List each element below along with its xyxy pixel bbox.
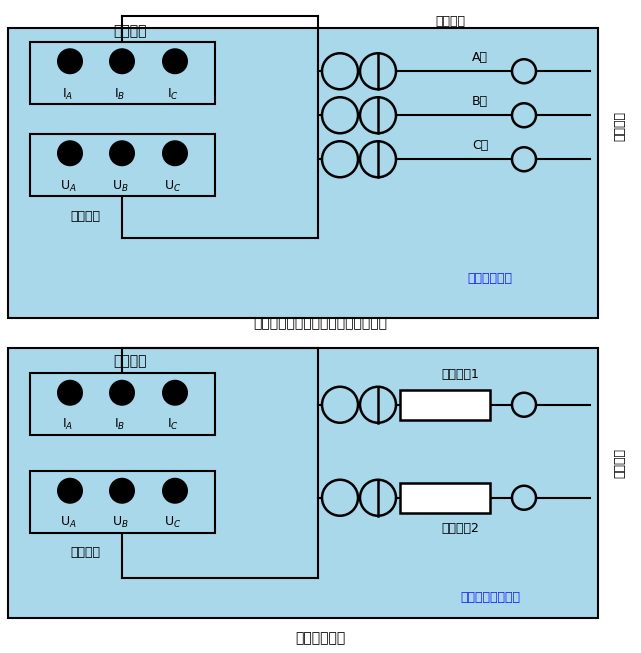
Bar xyxy=(8,348,598,618)
Bar xyxy=(30,373,215,435)
Bar xyxy=(30,471,215,533)
Text: 对端悬空: 对端悬空 xyxy=(613,111,626,141)
Text: U$_C$: U$_C$ xyxy=(164,515,181,530)
Circle shape xyxy=(162,48,188,74)
Text: U$_A$: U$_A$ xyxy=(60,179,76,194)
Circle shape xyxy=(109,48,135,74)
Text: U$_C$: U$_C$ xyxy=(164,179,181,194)
Circle shape xyxy=(109,478,135,503)
Circle shape xyxy=(57,478,83,503)
Text: 仪器输出: 仪器输出 xyxy=(113,24,147,39)
Text: U$_B$: U$_B$ xyxy=(112,179,128,194)
Circle shape xyxy=(162,478,188,503)
Circle shape xyxy=(57,380,83,406)
Text: I$_C$: I$_C$ xyxy=(167,417,179,432)
Text: I$_A$: I$_A$ xyxy=(62,87,74,102)
Bar xyxy=(30,135,215,197)
Text: B相: B相 xyxy=(472,95,488,108)
Text: 仪器输出: 仪器输出 xyxy=(113,354,147,368)
Text: 被测线路2: 被测线路2 xyxy=(441,522,479,535)
Text: I$_B$: I$_B$ xyxy=(114,87,126,102)
Text: 对端悬空: 对端悬空 xyxy=(613,448,626,478)
Bar xyxy=(30,42,215,104)
Text: 零序电容接线: 零序电容接线 xyxy=(467,272,513,285)
Text: A相: A相 xyxy=(472,51,488,64)
Bar xyxy=(400,483,490,513)
Text: C相: C相 xyxy=(472,138,488,151)
Circle shape xyxy=(109,140,135,167)
Bar xyxy=(400,390,490,420)
Text: 电压测量: 电压测量 xyxy=(70,210,100,223)
Text: I$_B$: I$_B$ xyxy=(114,417,126,432)
Text: 被测线路: 被测线路 xyxy=(435,15,465,27)
Circle shape xyxy=(109,380,135,406)
Text: 耦合电容接线: 耦合电容接线 xyxy=(296,631,345,646)
Text: U$_A$: U$_A$ xyxy=(60,515,76,530)
Circle shape xyxy=(162,380,188,406)
Circle shape xyxy=(57,48,83,74)
Text: U$_B$: U$_B$ xyxy=(112,515,128,530)
Bar xyxy=(8,28,598,318)
Text: 被测线路1: 被测线路1 xyxy=(441,368,479,381)
Text: I$_A$: I$_A$ xyxy=(62,417,74,432)
Circle shape xyxy=(162,140,188,167)
Circle shape xyxy=(57,140,83,167)
Text: 耦合电容测量接线: 耦合电容测量接线 xyxy=(460,591,520,604)
Text: 零序电容接线或者按照正序电容接线: 零序电容接线或者按照正序电容接线 xyxy=(253,316,388,330)
Text: 电压测量: 电压测量 xyxy=(70,547,100,559)
Text: I$_C$: I$_C$ xyxy=(167,87,179,102)
